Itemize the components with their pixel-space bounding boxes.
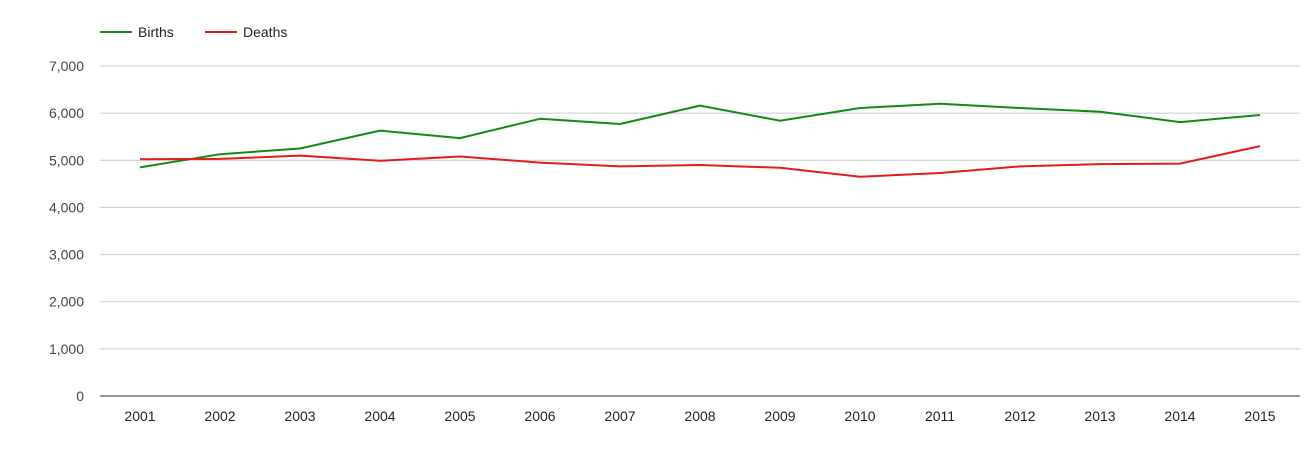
x-tick-label: 2010 [844, 408, 875, 424]
data-point-deaths [1018, 164, 1022, 168]
y-tick-label: 3,000 [49, 247, 84, 263]
y-tick-label: 6,000 [49, 105, 84, 121]
data-point-deaths [218, 157, 222, 161]
legend-item-deaths: Deaths [205, 22, 287, 42]
x-tick-label: 2006 [524, 408, 555, 424]
data-point-deaths [938, 171, 942, 175]
series-line-deaths [139, 145, 1261, 178]
y-tick-label: 2,000 [49, 294, 84, 310]
y-tick-label: 7,000 [49, 58, 84, 74]
legend-label-deaths: Deaths [243, 24, 288, 40]
data-point-deaths [778, 166, 782, 170]
data-point-deaths [1098, 162, 1102, 166]
legend-item-births: Births [100, 22, 174, 42]
x-tick-label: 2007 [604, 408, 635, 424]
x-tick-label: 2011 [925, 408, 955, 424]
data-point-deaths [1178, 162, 1182, 166]
x-tick-label: 2014 [1164, 408, 1195, 424]
data-point-deaths [298, 154, 302, 158]
x-tick-label: 2001 [124, 408, 155, 424]
x-tick-label: 2009 [764, 408, 795, 424]
data-point-births [1018, 106, 1022, 110]
y-tick-label: 0 [76, 388, 84, 404]
data-point-deaths [1258, 144, 1262, 148]
data-point-births [458, 136, 462, 140]
data-point-births [938, 102, 942, 106]
data-point-deaths [458, 155, 462, 159]
y-tick-label: 5,000 [49, 152, 84, 168]
x-tick-label: 2003 [284, 408, 315, 424]
data-point-births [1098, 110, 1102, 114]
legend-swatch-deaths [205, 31, 237, 33]
legend-label-births: Births [138, 24, 174, 40]
y-tick-label: 4,000 [49, 199, 84, 215]
series-line-births [139, 102, 1261, 169]
x-tick-label: 2013 [1084, 408, 1115, 424]
data-point-deaths [858, 175, 862, 179]
data-point-births [858, 106, 862, 110]
data-point-births [218, 152, 222, 156]
x-tick-label: 2004 [364, 408, 395, 424]
data-point-births [778, 119, 782, 123]
x-tick-label: 2005 [444, 408, 475, 424]
data-point-births [538, 117, 542, 121]
data-point-births [298, 147, 302, 151]
data-point-deaths [698, 163, 702, 167]
data-point-births [698, 104, 702, 108]
data-point-deaths [538, 161, 542, 165]
data-point-deaths [138, 157, 142, 161]
data-point-births [138, 165, 142, 169]
data-point-births [1178, 120, 1182, 124]
x-tick-label: 2012 [1004, 408, 1035, 424]
x-tick-label: 2002 [204, 408, 235, 424]
data-point-births [1258, 113, 1262, 117]
data-point-deaths [378, 159, 382, 163]
data-point-deaths [618, 164, 622, 168]
x-tick-label: 2008 [684, 408, 715, 424]
data-point-births [618, 122, 622, 126]
legend-swatch-births [100, 31, 132, 33]
x-tick-label: 2015 [1244, 408, 1275, 424]
data-point-births [378, 129, 382, 133]
y-tick-label: 1,000 [49, 341, 84, 357]
